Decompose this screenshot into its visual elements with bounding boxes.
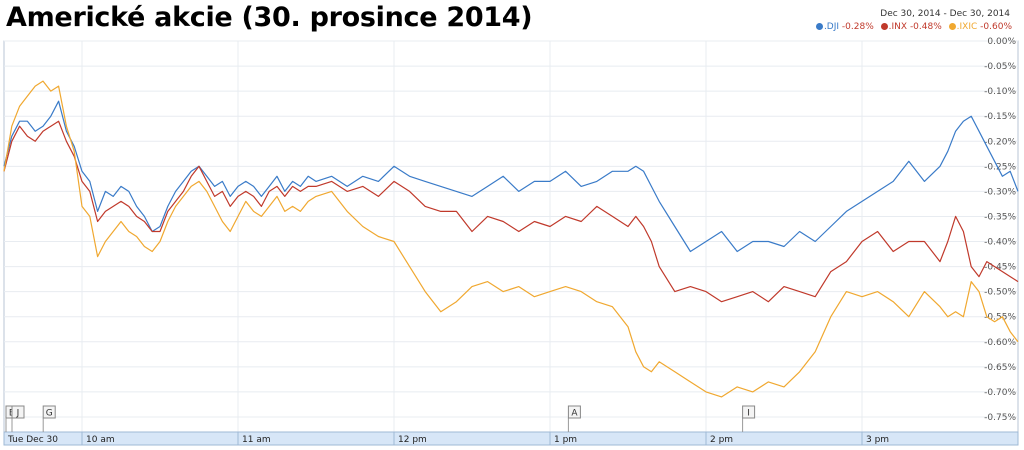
y-tick-label: -0.50% [984,288,1016,298]
legend-change-inx: -0.48% [909,22,942,32]
y-tick-label: -0.45% [984,263,1016,273]
legend-change-ixic: -0.60% [980,22,1012,32]
series-line-dji [3,100,1019,253]
x-tick-label: 3 pm [866,435,889,445]
y-tick-label: 0.00% [987,37,1016,47]
legend-dot-dji [815,23,823,30]
date-range: Dec 30, 2014 - Dec 30, 2014 [880,9,1010,19]
x-tick-label: 2 pm [710,435,733,445]
y-tick-label: -0.15% [984,112,1016,122]
y-tick-label: -0.75% [984,413,1016,423]
event-marker-label: G [46,409,53,419]
y-tick-label: -0.30% [984,187,1016,197]
legend-item-dji[interactable]: .DJI -0.28% [815,22,874,32]
y-tick-label: -0.10% [984,87,1016,97]
x-tick-label: Tue Dec 30 [7,435,58,445]
legend-symbol-ixic: .IXIC [956,22,978,32]
date-range-separator: - [943,9,947,19]
legend-symbol-dji: .DJI [823,22,840,32]
y-tick-label: -0.40% [984,238,1016,248]
x-tick-label: 12 pm [398,435,427,445]
event-marker-label: I [747,409,750,419]
x-tick-label: 1 pm [554,435,577,445]
legend-dot-ixic [948,23,956,30]
y-tick-label: -0.20% [984,137,1016,147]
x-tick-label: 10 am [86,435,115,445]
event-marker-label: J [16,409,20,419]
series-line-ixic [3,80,1019,398]
y-tick-label: -0.65% [984,363,1016,373]
chart-title: Americké akcie (30. prosince 2014) [6,2,533,33]
y-tick-label: -0.25% [984,162,1016,172]
y-tick-label: -0.60% [984,338,1016,348]
legend-change-dji: -0.28% [841,22,874,32]
event-marker-box [567,405,581,419]
plot-frame [3,40,1019,433]
legend-item-inx[interactable]: .INX -0.48% [880,22,942,32]
x-tick-label: 11 am [242,435,271,445]
legend-dot-inx [880,23,888,30]
date-range-from: Dec 30, 2014 [880,9,941,19]
event-marker-box [11,405,25,419]
date-range-to: Dec 30, 2014 [949,9,1010,19]
legend-symbol-inx: .INX [888,22,908,32]
event-marker-box [42,405,56,419]
legend-item-ixic[interactable]: .IXIC -0.60% [948,22,1012,32]
y-tick-label: -0.70% [984,388,1016,398]
event-marker-box [742,405,756,419]
y-tick-label: -0.35% [984,212,1016,222]
legend: .DJI -0.28% .INX -0.48% .IXIC -0.60% [812,22,1012,32]
y-tick-label: -0.05% [984,62,1016,72]
series-line-inx [3,120,1019,303]
event-marker-label: A [571,409,578,419]
